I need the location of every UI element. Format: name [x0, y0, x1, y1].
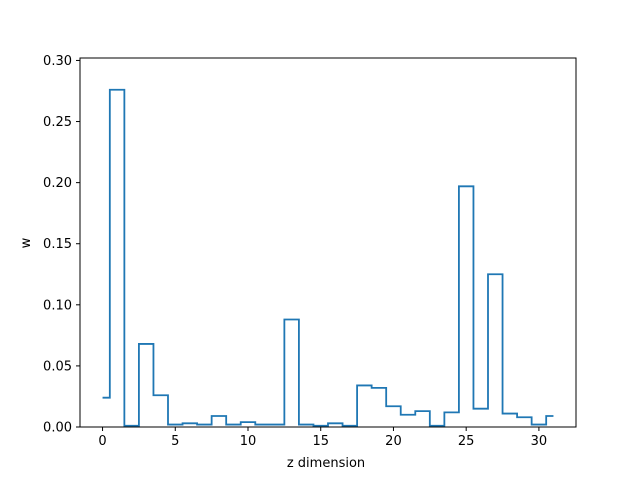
y-tick-label: 0.15 [43, 237, 72, 252]
axes-frame [79, 57, 577, 428]
y-tick-label: 0.10 [43, 298, 72, 313]
x-tick-label: 30 [531, 434, 548, 449]
y-tick-label: 0.05 [43, 359, 72, 374]
y-tick-label: 0.00 [43, 421, 72, 436]
x-axis-label: z dimension [287, 456, 365, 471]
x-tick-label: 5 [171, 434, 179, 449]
axes: 0 5 10 15 20 25 30 0.00 0.05 0.10 0.15 0.20 0.25 0.30 [43, 54, 577, 449]
series-line [102, 88, 554, 427]
y-tick-label: 0.30 [43, 54, 72, 69]
y-tick-label: 0.20 [43, 176, 72, 191]
x-tick-label: 25 [458, 434, 475, 449]
x-tick-label: 15 [312, 434, 329, 449]
plot-area [102, 88, 554, 427]
x-tick-label: 10 [240, 434, 257, 449]
y-tick-label: 0.25 [43, 115, 72, 130]
x-tick-label: 20 [385, 434, 402, 449]
x-tick-label: 0 [98, 434, 106, 449]
y-axis-label: w [19, 237, 34, 248]
